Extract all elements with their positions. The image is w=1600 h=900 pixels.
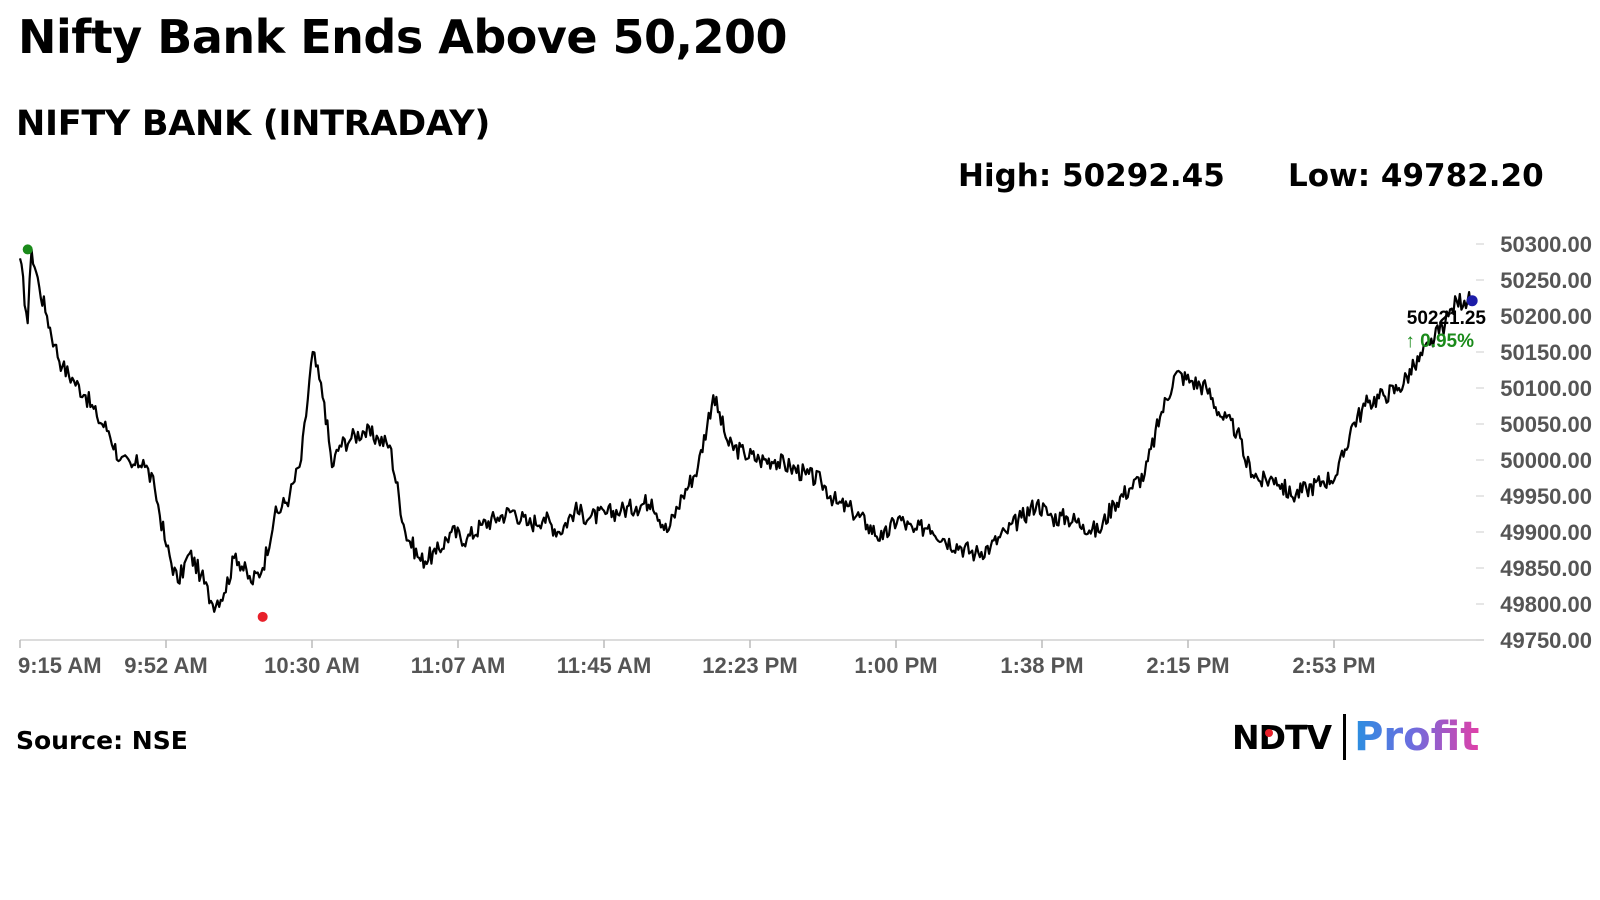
y-tick-label: 50000.00 — [1500, 448, 1592, 473]
y-tick-label: 49750.00 — [1500, 628, 1592, 653]
logo-ndtv-text: NDTV — [1232, 717, 1332, 757]
x-tick-label: 1:38 PM — [1000, 653, 1083, 678]
x-tick-label: 10:30 AM — [264, 653, 360, 678]
chart-subtitle: NIFTY BANK (INTRADAY) — [16, 104, 491, 144]
y-axis: 50300.00 50250.00 50200.00 50150.00 50100.00… — [20, 232, 1592, 653]
y-tick-label: 50300.00 — [1500, 232, 1592, 257]
high-marker — [22, 244, 33, 255]
price-line — [18, 248, 1476, 613]
x-tick-label: 2:15 PM — [1146, 653, 1229, 678]
x-tick-label: 11:07 AM — [411, 653, 506, 678]
source-note: Source: NSE — [16, 726, 188, 755]
y-tick-label: 50050.00 — [1500, 412, 1592, 437]
y-tick-label: 49950.00 — [1500, 484, 1592, 509]
x-axis: 9:15 AM 9:52 AM 10:30 AM 11:07 AM 11:45 AM 12… — [18, 640, 1376, 678]
high-stat: High: 50292.45 — [958, 158, 1225, 194]
y-tick-label: 49900.00 — [1500, 520, 1592, 545]
x-tick-label: 2:53 PM — [1292, 653, 1375, 678]
ndtv-profit-logo: NDTV Profit — [1232, 712, 1479, 762]
y-tick-label: 49850.00 — [1500, 556, 1592, 581]
logo-divider — [1343, 714, 1347, 760]
logo-red-dot — [1265, 729, 1273, 737]
y-tick-label: 50150.00 — [1500, 340, 1592, 365]
change-label: ↑ 0.95% — [1405, 331, 1474, 352]
x-tick-label: 9:15 AM — [18, 653, 102, 678]
x-tick-label: 12:23 PM — [702, 653, 797, 678]
last-price-marker — [1466, 295, 1478, 307]
x-tick-label: 1:00 PM — [854, 653, 937, 678]
y-tick-label: 50100.00 — [1500, 376, 1592, 401]
last-price-label: 50221.25 — [1407, 308, 1487, 329]
x-tick-label: 11:45 AM — [557, 653, 652, 678]
headline: Nifty Bank Ends Above 50,200 — [18, 10, 788, 64]
intraday-line-chart: 50300.00 50250.00 50200.00 50150.00 50100.00… — [18, 232, 1592, 678]
low-marker — [257, 611, 268, 622]
y-tick-label: 50250.00 — [1500, 268, 1592, 293]
y-tick-label: 50200.00 — [1500, 304, 1592, 329]
x-tick-label: 9:52 AM — [124, 653, 208, 678]
markers — [22, 244, 1478, 622]
logo-profit-text: Profit — [1354, 714, 1480, 760]
y-tick-label: 49800.00 — [1500, 592, 1592, 617]
low-stat: Low: 49782.20 — [1288, 158, 1544, 194]
